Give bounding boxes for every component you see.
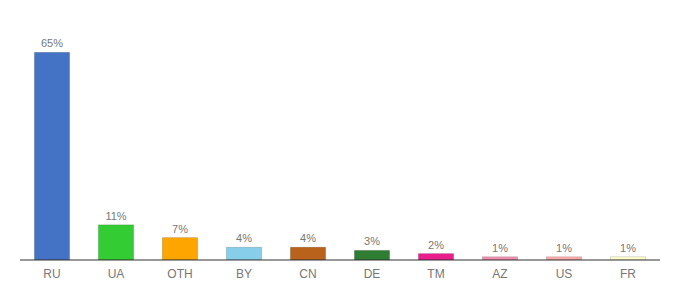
bars bbox=[34, 52, 645, 260]
data-label: 4% bbox=[300, 232, 316, 244]
x-tick-labels: RU UA OTH BY CN DE TM AZ US FR bbox=[43, 267, 636, 281]
chart-container: 65% 11% 7% 4% 4% 3% 2% 1% 1% 1% RU UA OTH BY CN DE TM AZ U… bbox=[0, 0, 680, 300]
data-label: 65% bbox=[41, 37, 63, 49]
chart: 65% 11% 7% 4% 4% 3% 2% 1% 1% 1% RU UA OTH BY CN DE TM AZ U… bbox=[0, 0, 680, 300]
bar bbox=[418, 254, 453, 260]
data-label: 3% bbox=[364, 235, 380, 247]
data-label: 1% bbox=[492, 242, 508, 254]
data-label: 1% bbox=[620, 242, 636, 254]
x-tick-label: BY bbox=[236, 267, 252, 281]
x-tick-label: DE bbox=[364, 267, 381, 281]
x-axis bbox=[20, 259, 660, 260]
x-tick-label: FR bbox=[620, 267, 636, 281]
data-label: 4% bbox=[236, 232, 252, 244]
bar bbox=[354, 250, 389, 260]
x-tick-label: UA bbox=[108, 267, 125, 281]
data-label: 11% bbox=[105, 210, 126, 222]
bar bbox=[162, 238, 197, 260]
x-tick-label: OTH bbox=[167, 267, 192, 281]
data-labels: 65% 11% 7% 4% 4% 3% 2% 1% 1% 1% bbox=[41, 37, 636, 253]
x-tick-label: CN bbox=[299, 267, 316, 281]
bar bbox=[290, 247, 325, 260]
x-tick-label: US bbox=[556, 267, 573, 281]
bar bbox=[34, 52, 69, 260]
data-label: 7% bbox=[172, 223, 188, 235]
bar bbox=[226, 247, 261, 260]
data-label: 2% bbox=[428, 239, 444, 251]
bar bbox=[98, 225, 133, 260]
x-tick-label: AZ bbox=[492, 267, 507, 281]
x-tick-label: RU bbox=[43, 267, 60, 281]
x-tick-label: TM bbox=[427, 267, 444, 281]
data-label: 1% bbox=[556, 242, 572, 254]
